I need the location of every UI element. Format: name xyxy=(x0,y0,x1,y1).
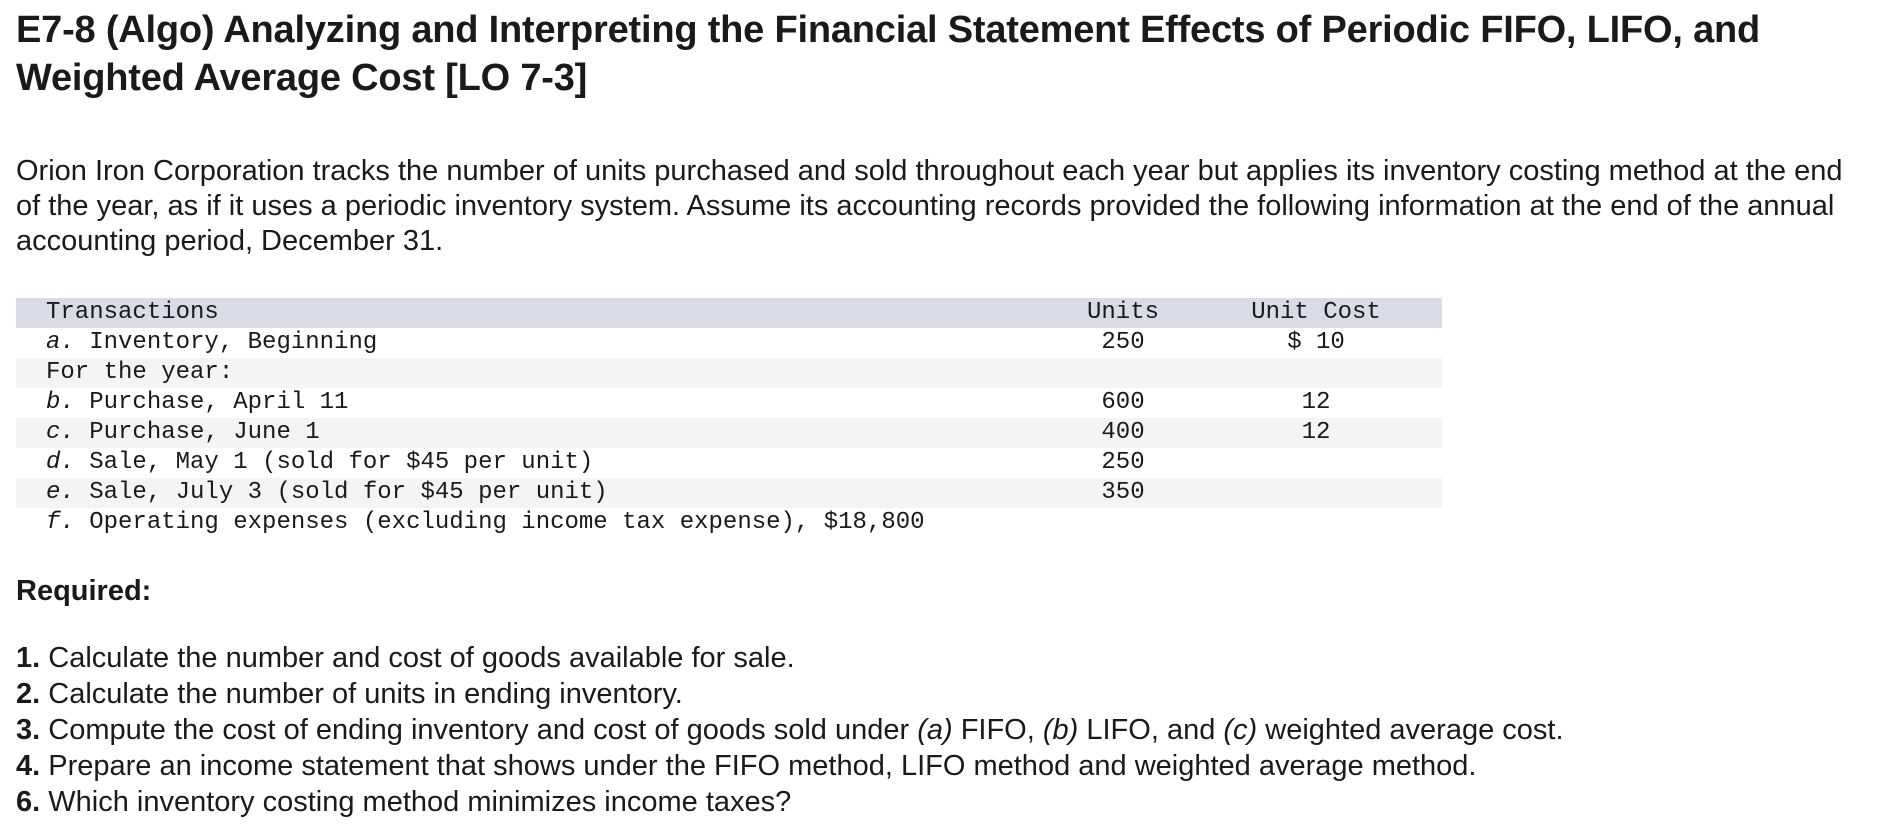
row-description: Operating expenses (excluding income tax… xyxy=(74,509,925,536)
row-units: 250 xyxy=(1101,449,1145,476)
table-row: For the year: xyxy=(16,358,1442,388)
row-unit-cost: 12 xyxy=(1301,419,1331,446)
row-description: Purchase, April 11 xyxy=(74,389,349,416)
item-text: Compute the cost of ending inventory and… xyxy=(40,714,918,746)
item-number: 2. xyxy=(16,678,41,710)
problem-title: E7-8 (Algo) Analyzing and Interpreting t… xyxy=(16,9,1761,99)
row-units: 250 xyxy=(1101,329,1145,356)
header-unit-cost: Unit Cost xyxy=(1251,299,1381,326)
item-number: 4. xyxy=(16,750,41,782)
row-description: Sale, May 1 (sold for $45 per unit) xyxy=(74,449,594,476)
table-row: e. Sale, July 3 (sold for $45 per unit) … xyxy=(16,478,1442,508)
list-item: 6. Which inventory costing method minimi… xyxy=(16,784,1866,820)
table-row: f. Operating expenses (excluding income … xyxy=(16,508,1442,538)
row-description: Sale, July 3 (sold for $45 per unit) xyxy=(74,479,608,506)
row-units: 350 xyxy=(1101,479,1145,506)
row-letter: f. xyxy=(46,509,75,536)
table-row: b. Purchase, April 11 600 12 xyxy=(16,388,1442,418)
row-description: Inventory, Beginning xyxy=(74,329,378,356)
table-row: c. Purchase, June 1 400 12 xyxy=(16,418,1442,448)
problem-intro: Orion Iron Corporation tracks the number… xyxy=(16,155,1843,257)
required-list: 1. Calculate the number and cost of good… xyxy=(16,640,1866,820)
problem-page: E7-8 (Algo) Analyzing and Interpreting t… xyxy=(16,0,1866,818)
item-number: 1. xyxy=(16,642,41,674)
table-header-row: Transactions Units Unit Cost xyxy=(16,298,1442,328)
item-text: Which inventory costing method minimizes… xyxy=(40,786,792,818)
item-text: FIFO, xyxy=(952,714,1043,746)
table-row: d. Sale, May 1 (sold for $45 per unit) 2… xyxy=(16,448,1442,478)
table-row: a. Inventory, Beginning 250 $ 10 xyxy=(16,328,1442,358)
item-part-b: (b) xyxy=(1042,714,1079,746)
row-letter: a. xyxy=(46,329,75,356)
row-unit-cost: 12 xyxy=(1301,389,1331,416)
row-units: 600 xyxy=(1101,389,1145,416)
required-heading: Required: xyxy=(16,575,152,607)
row-description: For the year: xyxy=(46,359,234,386)
list-item: 1. Calculate the number and cost of good… xyxy=(16,640,1866,676)
header-transactions: Transactions xyxy=(46,299,219,326)
item-text: Prepare an income statement that shows u… xyxy=(40,750,1477,782)
row-letter: e. xyxy=(46,479,75,506)
row-letter: b. xyxy=(46,389,75,416)
row-letter: d. xyxy=(46,449,75,476)
item-part-a: (a) xyxy=(917,714,953,746)
transactions-table: Transactions Units Unit Cost a. Inventor… xyxy=(16,298,1442,538)
item-text: weighted average cost. xyxy=(1257,714,1564,746)
header-units: Units xyxy=(1086,299,1159,326)
row-unit-cost: $ 10 xyxy=(1287,329,1345,356)
item-part-c: (c) xyxy=(1223,714,1258,746)
item-text: Calculate the number and cost of goods a… xyxy=(40,642,795,674)
row-units: 400 xyxy=(1101,419,1145,446)
row-letter: c. xyxy=(46,419,75,446)
item-text: Calculate the number of units in ending … xyxy=(40,678,683,710)
row-description: Purchase, June 1 xyxy=(74,419,320,446)
item-text: LIFO, and xyxy=(1078,714,1224,746)
list-item: 2. Calculate the number of units in endi… xyxy=(16,676,1866,712)
item-number: 6. xyxy=(16,786,41,818)
list-item: 4. Prepare an income statement that show… xyxy=(16,748,1866,784)
item-number: 3. xyxy=(16,714,41,746)
list-item: 3. Compute the cost of ending inventory … xyxy=(16,712,1866,748)
